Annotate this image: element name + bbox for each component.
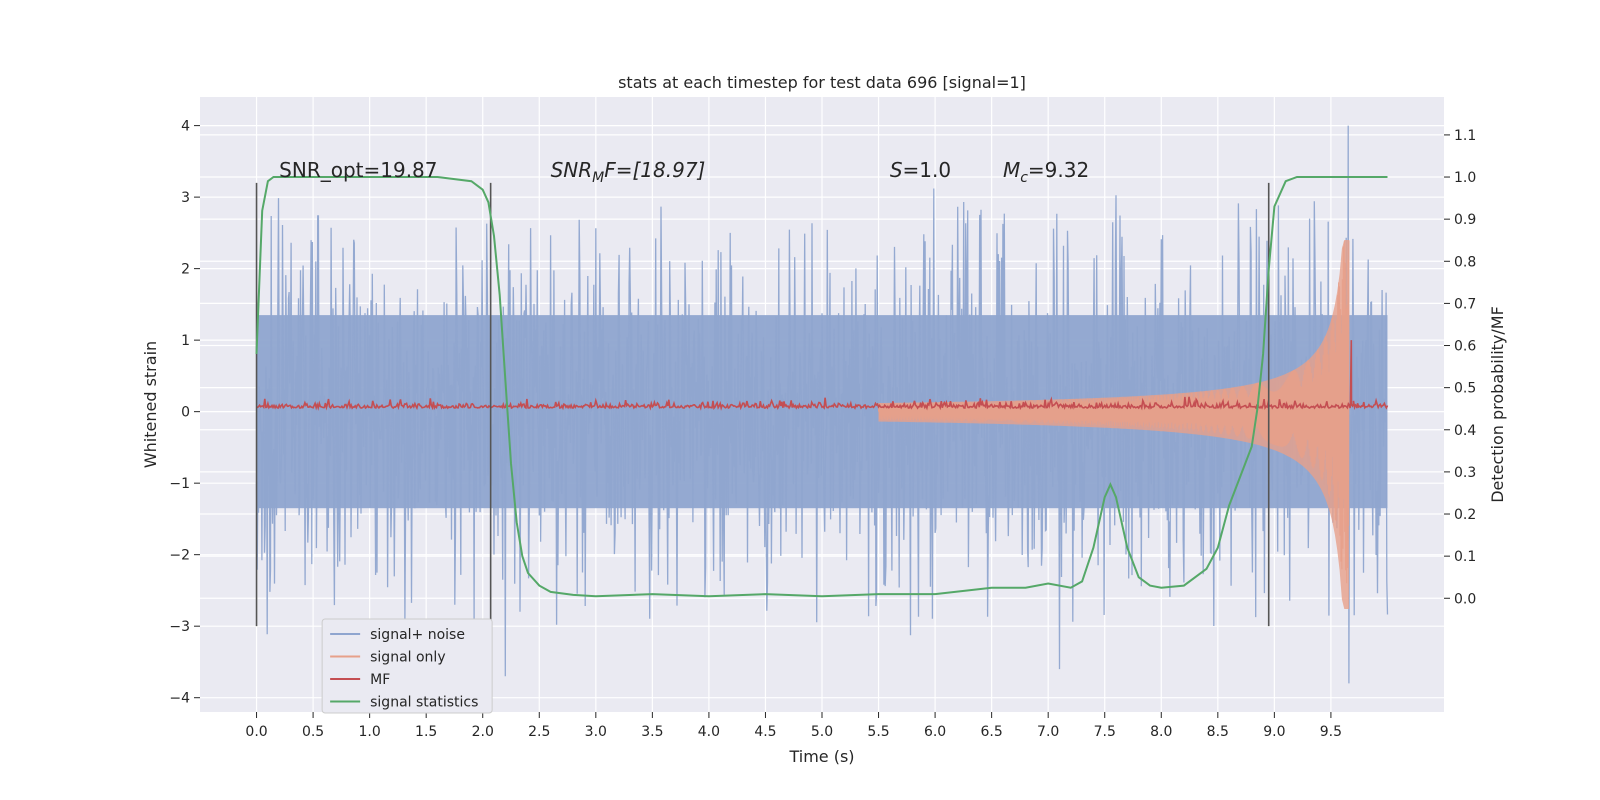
mf-series (256, 340, 1389, 411)
x-tick-label: 1.0 (359, 724, 381, 740)
annotation-snr-opt: SNR_opt=19.87 (279, 158, 437, 182)
y-tick-label: −3 (169, 619, 190, 635)
y2-tick-label: 0.4 (1454, 423, 1476, 439)
x-tick-label: 3.5 (641, 724, 663, 740)
y2-tick-label: 1.0 (1454, 170, 1476, 186)
x-tick-label: 9.5 (1320, 724, 1342, 740)
axes: 0.0 0.5 1.0 1.5 2.0 2.5 3.0 3.5 4.0 4.5 5.0 5.5 6.0 6… (169, 119, 1476, 740)
x-tick-label: 2.5 (528, 724, 550, 740)
x-tick-label: 2.0 (472, 724, 494, 740)
annotation-mc: Mc=9.32 (1003, 158, 1089, 186)
legend-label-mf: MF (370, 672, 390, 688)
x-tick-label: 0.5 (302, 724, 324, 740)
y-tick-label: 0 (181, 405, 190, 421)
x-tick-label: 9.0 (1263, 724, 1285, 740)
y-tick-label: 1 (181, 333, 190, 349)
y2-tick-label: 0.7 (1454, 296, 1476, 312)
x-tick-label: 1.5 (415, 724, 437, 740)
x-tick-label: 0.0 (245, 724, 267, 740)
y2-tick-label: 0.5 (1454, 381, 1476, 397)
detection-markers (255, 182, 1270, 627)
legend-box (321, 618, 493, 714)
x-tick-label: 6.5 (981, 724, 1003, 740)
y2-tick-label: 0.8 (1454, 254, 1476, 270)
chart-title: stats at each timestep for test data 696… (618, 73, 1026, 92)
y2-tick-label: 0.6 (1454, 339, 1476, 355)
x-tick-label: 3.0 (585, 724, 607, 740)
legend-label-chirp: signal only (370, 650, 445, 666)
signal-statistics-line (255, 176, 1388, 598)
x-axis-label: Time (s) (788, 747, 854, 766)
y-tick-label: −2 (169, 548, 190, 564)
annotation-snr-mf: SNRMF=[18.97] (551, 158, 706, 186)
y2-tick-label: 0.9 (1454, 212, 1476, 228)
y2-tick-label: 1.1 (1454, 128, 1476, 144)
x-tick-label: 5.5 (867, 724, 889, 740)
legend-label-noise: signal+ noise (370, 627, 465, 643)
y-tick-label: 2 (181, 262, 190, 278)
mf-line (256, 340, 1389, 411)
legend-label-stats: signal statistics (370, 695, 478, 711)
signal-only-series (878, 240, 1350, 609)
legend: signal+ noise signal only MF signal statist… (321, 618, 493, 714)
x-tick-label: 6.0 (924, 724, 946, 740)
x-tick-label: 5.0 (811, 724, 833, 740)
x-tick-label: 4.0 (698, 724, 720, 740)
y2-tick-label: 0.3 (1454, 465, 1476, 481)
y2-tick-label: 0.0 (1454, 591, 1476, 607)
x-tick-label: 8.5 (1207, 724, 1229, 740)
y-axis-label: Whitened strain (141, 341, 160, 468)
annotation-s: S=1.0 (890, 158, 951, 182)
y-tick-label: 3 (181, 190, 190, 206)
x-tick-label: 7.0 (1037, 724, 1059, 740)
y-tick-label: −4 (169, 691, 190, 707)
signal-statistics-series (255, 176, 1388, 598)
y-tick-label: 4 (181, 119, 190, 135)
signal-only-line (878, 240, 1350, 584)
x-tick-label: 4.5 (754, 724, 776, 740)
y2-tick-label: 0.2 (1454, 507, 1476, 523)
y-tick-label: −1 (169, 476, 190, 492)
y2-tick-label: 0.1 (1454, 549, 1476, 565)
signal-only-envelope (878, 240, 1349, 609)
y2-axis-label: Detection probability/MF (1488, 306, 1507, 503)
x-tick-label: 8.0 (1150, 724, 1172, 740)
x-tick-label: 7.5 (1094, 724, 1116, 740)
